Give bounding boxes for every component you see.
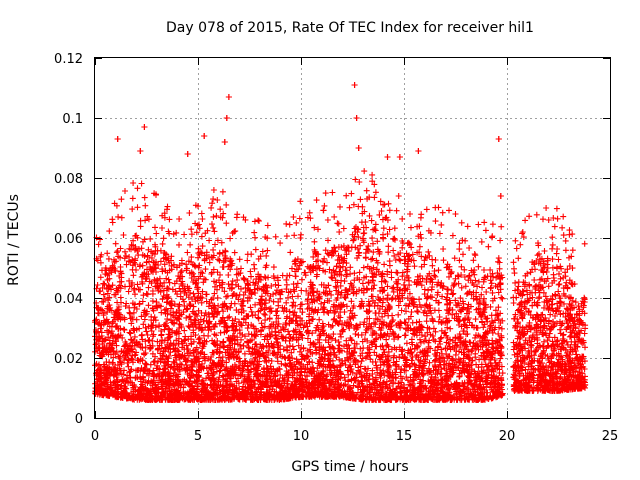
y-tick-label: 0.04 (54, 292, 83, 307)
x-tick-label: 25 (602, 429, 619, 444)
outlier-point (201, 133, 208, 139)
y-axis-title: ROTI / TECUs (6, 194, 22, 286)
chart-title: Day 078 of 2015, Rate Of TEC Index for r… (166, 20, 534, 36)
outlier-point (353, 115, 360, 121)
y-tick-label: 0.08 (54, 172, 83, 187)
outlier-point (141, 124, 148, 130)
outlier-point (497, 193, 504, 199)
x-tick-label: 5 (194, 429, 202, 444)
outlier-point (221, 139, 228, 145)
x-axis-title: GPS time / hours (291, 459, 408, 475)
outlier-point (415, 148, 422, 154)
outlier-point (137, 148, 144, 154)
x-tick-label: 20 (499, 429, 516, 444)
outlier-point (384, 154, 391, 160)
outlier-point (223, 115, 230, 121)
tick-labels: 0 5 10 15 20 25 0 0.02 0.04 0.06 0.08 0.1 0.12 (54, 52, 618, 444)
outlier-point (355, 145, 362, 151)
y-tick-label: 0 (75, 412, 83, 427)
y-tick-label: 0.06 (54, 232, 83, 247)
outlier-point (184, 151, 191, 157)
y-tick-label: 0.1 (62, 112, 83, 127)
outlier-point (225, 94, 232, 100)
x-tick-label: 0 (91, 429, 99, 444)
outlier-point (351, 82, 358, 88)
outlier-point (396, 154, 403, 160)
plot-frame (94, 57, 611, 419)
y-tick-label: 0.02 (54, 352, 83, 367)
y-tick-label: 0.12 (54, 52, 83, 67)
x-tick-label: 15 (396, 429, 413, 444)
scatter-points (92, 82, 589, 403)
axis-ticks (95, 58, 611, 419)
outlier-point (114, 136, 121, 142)
roti-points (92, 82, 589, 403)
outlier-point (495, 136, 502, 142)
x-tick-label: 10 (293, 429, 310, 444)
